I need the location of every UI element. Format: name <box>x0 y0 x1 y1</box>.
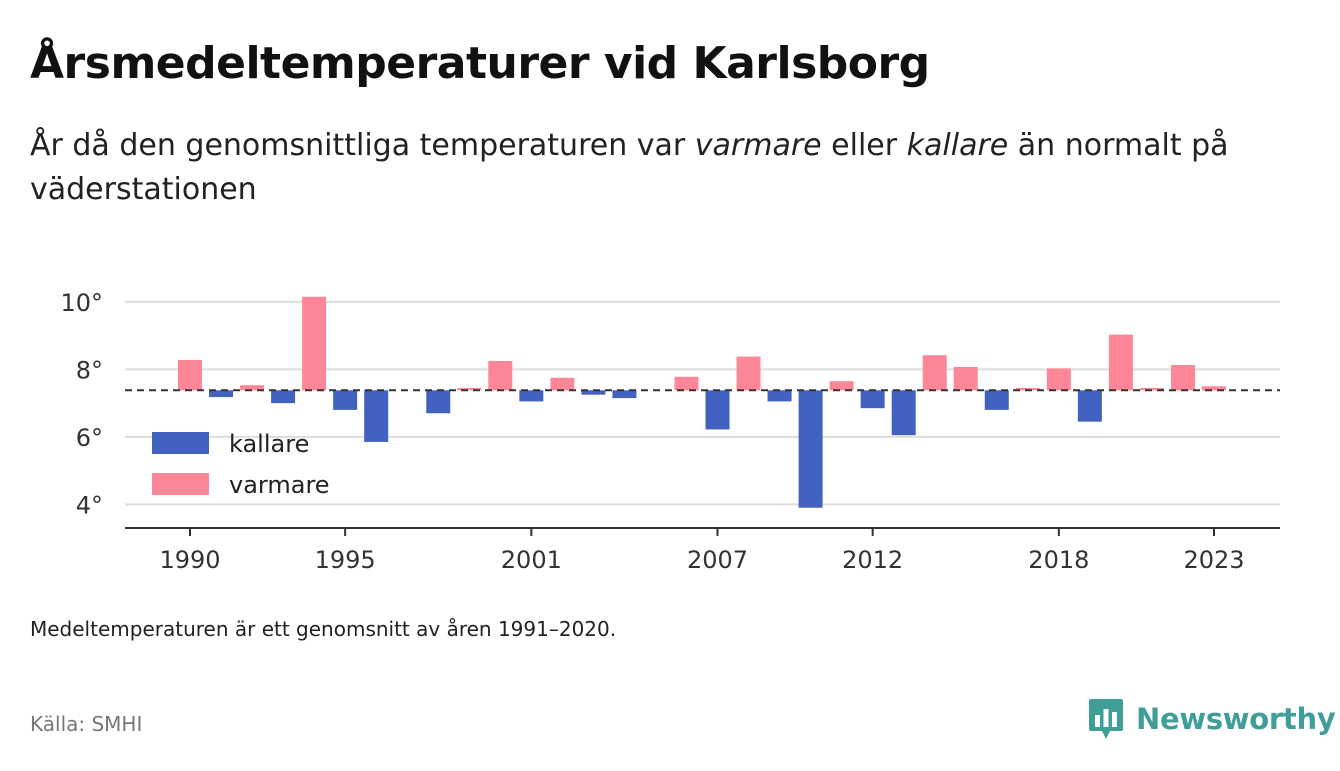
bar-2006 <box>674 376 699 391</box>
subtitle-part3: än normalt på väderstationen <box>30 128 1229 207</box>
x-tick-label-2001: 2001 <box>501 546 562 574</box>
brand-logo[interactable]: Newsworthy <box>1088 697 1336 741</box>
bar-1998 <box>426 390 451 414</box>
legend-item-varmare-label: varmare <box>229 471 330 499</box>
y-tick-label-10: 10° <box>60 289 103 317</box>
x-tick-label-2023: 2023 <box>1183 546 1244 574</box>
x-tick-label-2007: 2007 <box>687 546 748 574</box>
bar-2021 <box>1139 387 1164 391</box>
bar-1992 <box>240 385 265 391</box>
bar-2018 <box>1046 368 1071 391</box>
bar-2020 <box>1108 334 1133 391</box>
newsworthy-logo-icon <box>1089 699 1123 739</box>
y-tick-label-4: 4° <box>76 491 103 519</box>
bar-chart: 4° 6° 8° 10° 1990 1995 2001 2007 2012 2018 2023 kal… <box>60 289 1280 574</box>
bar-1991 <box>209 390 234 398</box>
bar-2009 <box>767 390 792 402</box>
bar-2016 <box>984 390 1009 410</box>
bar-1990 <box>178 359 202 391</box>
bar-2014 <box>922 355 947 391</box>
chart-title: Årsmedeltemperaturer vid Karlsborg <box>30 38 930 89</box>
bar-2010 <box>798 390 823 508</box>
bar-1994 <box>302 296 327 391</box>
bar-2003 <box>581 390 606 395</box>
bar-2004 <box>612 390 637 399</box>
bar-1995 <box>333 390 358 410</box>
brand-name: Newsworthy <box>1136 702 1336 736</box>
bar-2012 <box>860 390 885 409</box>
bar-2000 <box>488 360 513 391</box>
legend-item-kallare-label: kallare <box>229 430 309 458</box>
subtitle-warmer: varmare <box>694 128 822 163</box>
x-tick-label-1995: 1995 <box>315 546 376 574</box>
subtitle-part2: eller <box>821 128 907 163</box>
y-tick-label-8: 8° <box>76 356 103 384</box>
x-tick-label-2012: 2012 <box>842 546 903 574</box>
x-tick-label-2018: 2018 <box>1028 546 1089 574</box>
bar-2013 <box>891 390 916 436</box>
bar-1993 <box>271 390 296 404</box>
subtitle-part1: År då den genomsnittliga temperaturen va… <box>30 128 695 163</box>
source-credit: Källa: SMHI <box>30 712 143 736</box>
subtitle-colder: kallare <box>906 128 1009 163</box>
bar-2022 <box>1170 364 1195 391</box>
bar-2023 <box>1201 386 1226 391</box>
bar-2007 <box>705 390 730 430</box>
y-tick-label-6: 6° <box>76 424 103 452</box>
bar-2001 <box>519 390 544 402</box>
chart-subtitle: År då den genomsnittliga temperaturen va… <box>30 124 1310 212</box>
bar-1999 <box>457 387 482 391</box>
legend-item-varmare-swatch <box>152 473 209 495</box>
bar-2002 <box>550 377 575 391</box>
footnote: Medeltemperaturen är ett genomsnitt av å… <box>30 617 617 641</box>
bar-2017 <box>1015 387 1040 391</box>
legend-item-kallare-swatch <box>152 432 209 454</box>
bar-2015 <box>953 367 978 391</box>
bar-1996 <box>364 390 389 442</box>
bar-2011 <box>829 381 854 391</box>
bar-2019 <box>1077 390 1102 422</box>
bar-2008 <box>736 356 761 391</box>
x-tick-label-1990: 1990 <box>159 546 220 574</box>
